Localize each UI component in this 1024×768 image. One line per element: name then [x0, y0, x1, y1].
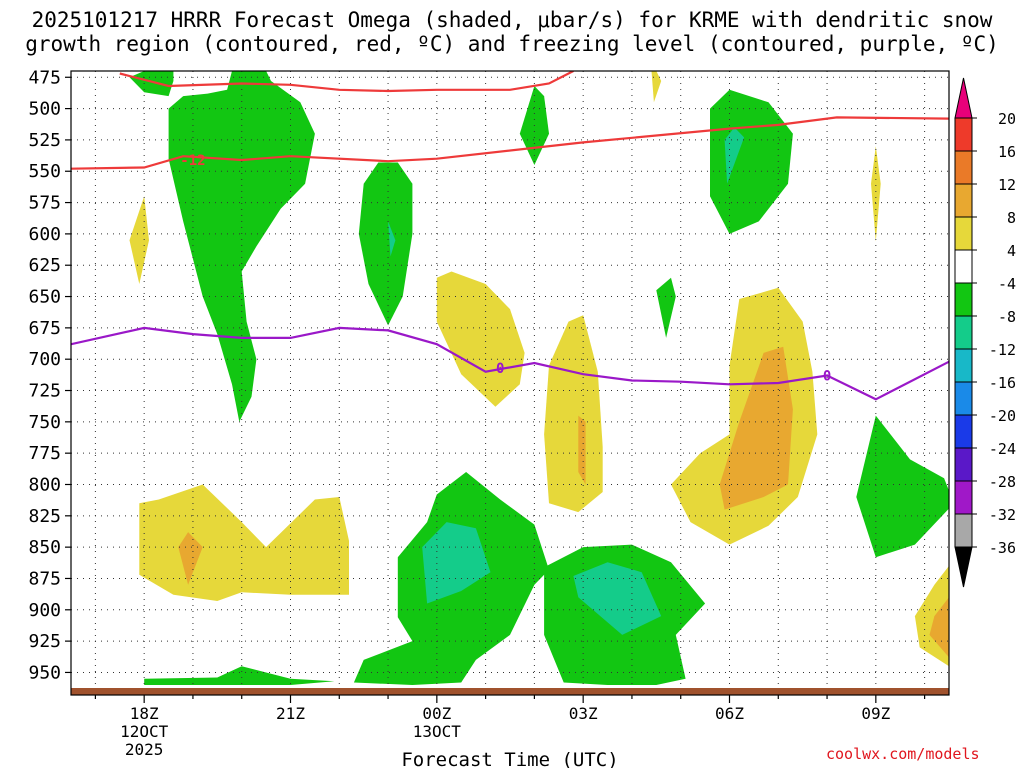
- colorbar-label: 20: [998, 110, 1016, 128]
- omega-region-4-15: [652, 71, 662, 102]
- freezing-level-label: 0: [496, 361, 504, 377]
- omega-region-4-17: [437, 272, 525, 407]
- x-tick-label: 18Z: [130, 704, 159, 723]
- colorbar-segment: [955, 382, 972, 415]
- omega-region--4-4: [656, 278, 676, 338]
- y-tick-label: 525: [28, 130, 61, 151]
- y-tick-label: 675: [28, 318, 61, 339]
- y-tick-label: 750: [28, 412, 61, 433]
- colorbar-label: -12: [989, 341, 1016, 359]
- credit-link[interactable]: coolwx.com/models: [826, 745, 980, 763]
- x-tick-date: 12OCT: [120, 722, 169, 741]
- x-tick-date: 13OCT: [413, 722, 462, 741]
- omega-region-4-18: [544, 315, 603, 512]
- ground-strip: [71, 688, 949, 695]
- omega-region--4-6: [856, 416, 954, 558]
- x-tick-year: 2025: [125, 740, 164, 759]
- colorbar: 20 16 12 8 4 -4 -8 -12 -16 -20 -24 -28 -32 -36: [955, 78, 1016, 587]
- omega-region--4-2: [359, 163, 413, 326]
- colorbar-label: -20: [989, 407, 1016, 425]
- y-tick-label: 700: [28, 349, 61, 370]
- dgz-contour-upper: [120, 71, 574, 91]
- colorbar-segment: [955, 481, 972, 514]
- colorbar-segment: [955, 118, 972, 151]
- colorbar-label: -36: [989, 539, 1016, 557]
- omega-region--4-5: [710, 90, 793, 234]
- colorbar-segment: [955, 151, 972, 184]
- y-tick-label: 725: [28, 381, 61, 402]
- colorbar-label: -32: [989, 506, 1016, 524]
- y-tick-label: 500: [28, 99, 61, 120]
- y-tick-label: 925: [28, 631, 61, 652]
- y-tick-label: 550: [28, 161, 61, 182]
- colorbar-label: 8: [1007, 209, 1016, 227]
- colorbar-label: -16: [989, 374, 1016, 392]
- omega-region--4-0: [130, 71, 174, 96]
- colorbar-segment: [955, 448, 972, 481]
- colorbar-segment: [955, 283, 972, 316]
- y-tick-label: 850: [28, 537, 61, 558]
- omega-region--4-9: [144, 666, 334, 685]
- y-tick-label: 825: [28, 506, 61, 527]
- colorbar-label: 16: [998, 143, 1016, 161]
- y-tick-label: 775: [28, 443, 61, 464]
- colorbar-top-arrow: [955, 78, 972, 118]
- y-tick-label: 475: [28, 67, 61, 88]
- colorbar-segment: [955, 250, 972, 283]
- omega-region-4-20: [139, 485, 349, 602]
- colorbar-segment: [955, 184, 972, 217]
- ground-layer: [71, 688, 949, 695]
- x-axis-title: Forecast Time (UTC): [401, 749, 618, 768]
- y-tick-label: 900: [28, 600, 61, 621]
- y-tick-label: 800: [28, 474, 61, 495]
- x-tick-label: 03Z: [569, 704, 598, 723]
- y-tick-label: 875: [28, 568, 61, 589]
- x-tick-label: 06Z: [715, 704, 744, 723]
- y-tick-label: 575: [28, 193, 61, 214]
- colorbar-label: 12: [998, 176, 1016, 194]
- x-tick-label: 21Z: [276, 704, 305, 723]
- omega-region-4-14: [130, 196, 150, 284]
- dgz-contour-label: -12: [180, 153, 205, 169]
- colorbar-segment: [955, 217, 972, 250]
- colorbar-label: 4: [1007, 242, 1016, 260]
- colorbar-label: -24: [989, 440, 1016, 458]
- x-tick-label: 00Z: [422, 704, 451, 723]
- x-tick-label: 09Z: [861, 704, 890, 723]
- y-tick-label: 625: [28, 255, 61, 276]
- colorbar-segment: [955, 316, 972, 349]
- colorbar-segment: [955, 514, 972, 547]
- colorbar-label: -8: [998, 308, 1016, 326]
- omega-region--4-1: [169, 71, 315, 422]
- y-tick-label: 950: [28, 662, 61, 683]
- y-tick-label: 600: [28, 224, 61, 245]
- colorbar-label: -28: [989, 473, 1016, 491]
- y-tick-label: 650: [28, 287, 61, 308]
- colorbar-bottom-arrow: [955, 547, 972, 587]
- freezing-level-label: 0: [823, 368, 831, 384]
- colorbar-segment: [955, 349, 972, 382]
- omega-time-height-chart: -12 0 0 475 500 525 550 575 600 625 650 675 700 725 7…: [0, 0, 1024, 768]
- colorbar-label: -4: [998, 275, 1016, 293]
- colorbar-segment: [955, 415, 972, 448]
